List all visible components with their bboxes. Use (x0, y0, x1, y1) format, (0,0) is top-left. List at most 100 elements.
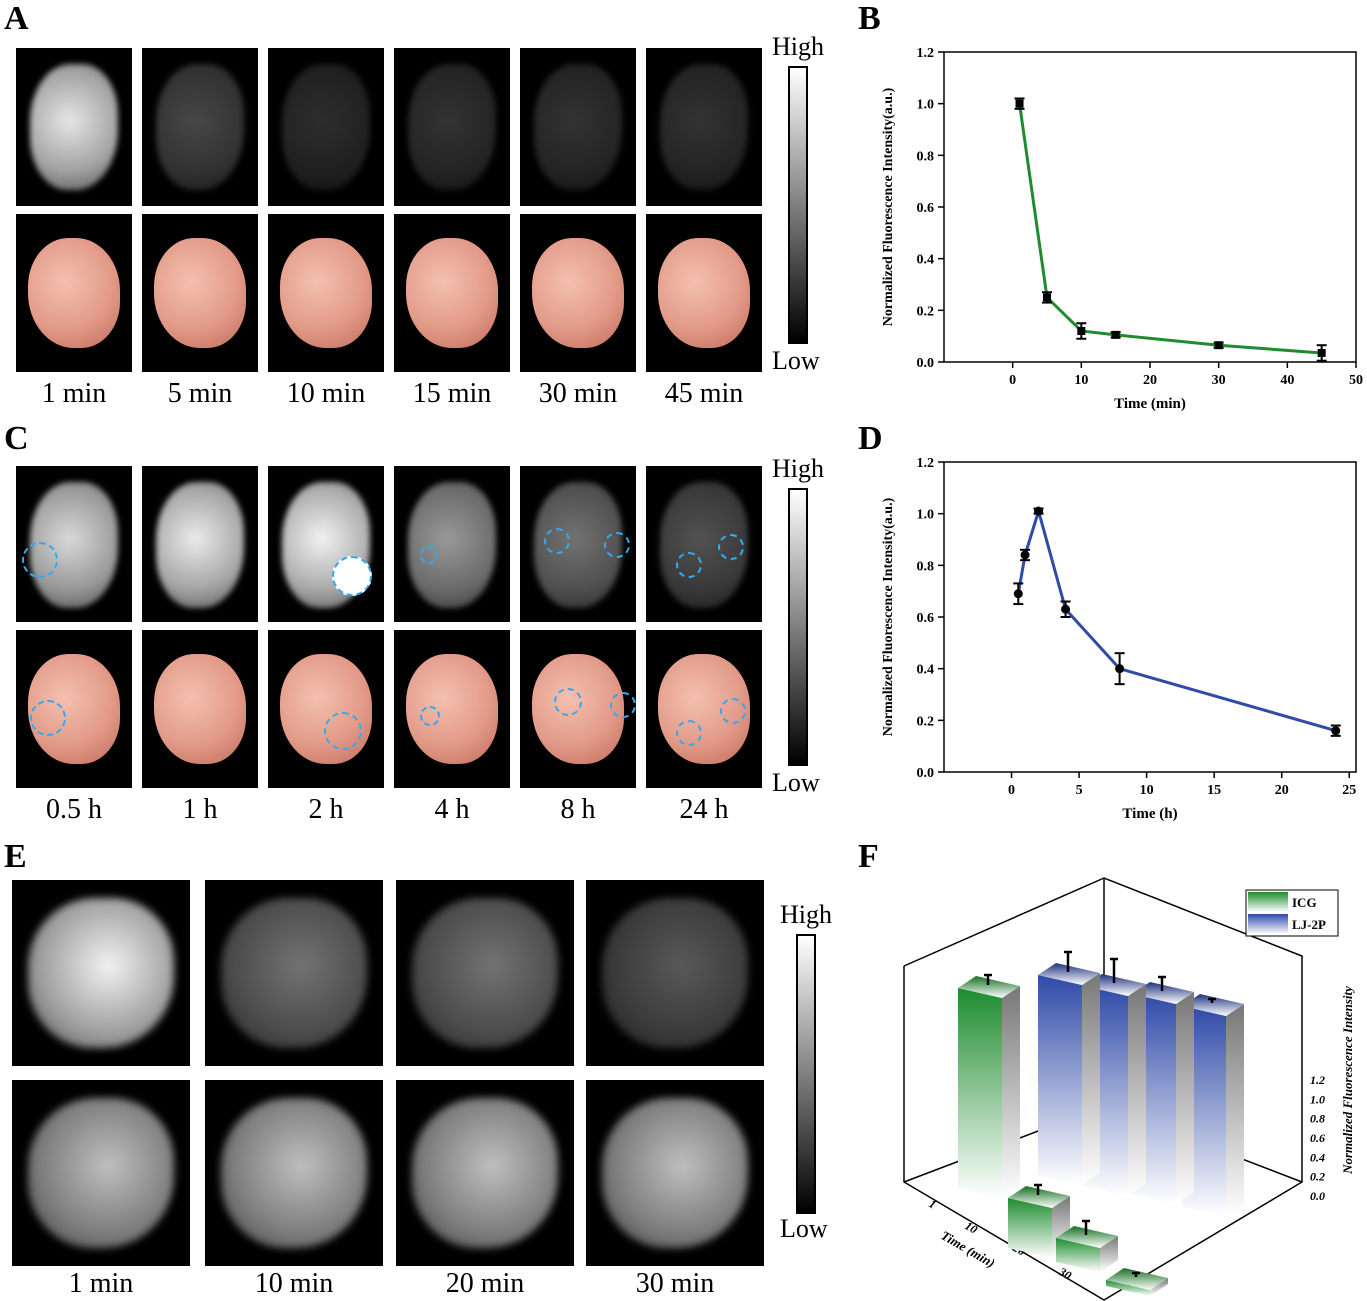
x-tick-label: 30 (1212, 373, 1226, 388)
x-tick-label: 0 (1008, 783, 1015, 798)
fluorescence-signal (408, 482, 496, 608)
fluorescence-signal (28, 1098, 174, 1248)
bright-field-image (16, 630, 132, 788)
plot-frame (943, 51, 1357, 363)
fluorescence-signal (282, 64, 370, 190)
x-tick-label: 5 (1076, 783, 1083, 798)
bar-icg (1106, 1280, 1150, 1296)
z-axis-label: Normalized Fluorescence Intensity (1340, 986, 1355, 1175)
z-tick-label: 1.0 (1310, 1092, 1325, 1106)
tumor-marker-circle (554, 688, 582, 716)
scale-low-label: Low (772, 768, 820, 797)
lung-tissue (658, 238, 750, 348)
time-label: 5 min (167, 378, 233, 409)
fluorescence-image-bottom (396, 1080, 574, 1266)
bar-icg-side (1150, 1278, 1168, 1296)
data-point (1034, 506, 1044, 516)
fluorescence-image (520, 466, 636, 622)
fluorescence-signal (408, 64, 496, 190)
scale-low-label: Low (772, 346, 820, 375)
x-tick-label: 15 (1207, 783, 1221, 798)
x-tick-label: 10 (963, 1218, 980, 1236)
x-tick-label: 50 (1349, 373, 1363, 388)
panel-letter-d: D (858, 420, 883, 457)
scale-high-label: High (772, 32, 824, 61)
fluorescence-image-bottom (205, 1080, 383, 1266)
plot-frame (943, 461, 1357, 773)
bright-field-image (268, 214, 384, 372)
bright-field-image (142, 214, 258, 372)
fluorescence-signal (156, 64, 244, 190)
bright-field-image (394, 214, 510, 372)
bright-field-image (520, 214, 636, 372)
fluorescence-image-top (205, 880, 383, 1066)
lung-tissue (154, 238, 246, 348)
lung-tissue (154, 654, 246, 764)
legend-swatch-lj2p (1248, 914, 1288, 934)
fluorescence-signal (412, 898, 558, 1048)
fluorescence-image (142, 466, 258, 622)
x-tick-label: 10 (1074, 373, 1088, 388)
bar-lj2p-top (1038, 963, 1100, 985)
fluorescence-signal (156, 482, 244, 608)
tumor-marker-circle (676, 720, 702, 746)
y-tick-label: 0.0 (917, 356, 935, 371)
data-point (1317, 348, 1326, 357)
fluorescence-image (394, 466, 510, 622)
lung-tissue (280, 654, 372, 764)
time-label: 2 h (308, 794, 344, 825)
tumor-marker-circle (332, 556, 372, 596)
fluorescence-signal (412, 1098, 558, 1248)
fluorescence-image (646, 48, 762, 206)
lung-tissue (280, 238, 372, 348)
tumor-marker-circle (610, 692, 636, 718)
time-label: 20 min (445, 1268, 525, 1299)
x-tick-label: 20 (1275, 783, 1289, 798)
y-axis-label: Normalized Fluorescence Intensity(a.u.) (881, 87, 896, 326)
bar-icg (958, 988, 1002, 1198)
tumor-marker-circle (544, 528, 570, 554)
bar-lj2p-side (1176, 992, 1194, 1204)
time-label: 30 min (538, 378, 618, 409)
lung-tissue (532, 238, 624, 348)
bar-icg-top (1106, 1268, 1168, 1290)
bar-icg-top (958, 976, 1020, 998)
fluorescence-image (16, 48, 132, 206)
data-point (1111, 330, 1120, 339)
panel-letter-e: E (4, 838, 27, 875)
y-tick-label: 0.6 (917, 611, 935, 626)
fluorescence-image (394, 48, 510, 206)
bar-lj2p-top (1132, 982, 1194, 1004)
tumor-marker-circle (718, 534, 744, 560)
intensity-scale-bar (788, 66, 808, 344)
fluorescence-signal (221, 1098, 367, 1248)
y-axis-label: Normalized Fluorescence Intensity(a.u.) (881, 497, 896, 736)
tumor-marker-circle (22, 542, 58, 578)
fluorescence-image-top (396, 880, 574, 1066)
fluorescence-signal (602, 1098, 748, 1248)
fluorescence-signal (660, 64, 748, 190)
time-label: 4 h (434, 794, 470, 825)
bar-lj2p-side (1128, 984, 1146, 1196)
time-label: 30 min (635, 1268, 715, 1299)
fluorescence-image (268, 48, 384, 206)
fluorescence-image (142, 48, 258, 206)
x-tick-label: 10 (1140, 783, 1154, 798)
bar-lj2p-side (1226, 1004, 1244, 1216)
z-tick-label: 0.4 (1310, 1150, 1325, 1164)
scale-high-label: High (780, 900, 832, 929)
z-tick-label: 1.2 (1310, 1073, 1325, 1087)
x-tick-label: 30 (1056, 1264, 1074, 1283)
fluorescence-image (646, 466, 762, 622)
legend-swatch-icg (1248, 892, 1288, 912)
tumor-marker-circle (324, 712, 362, 750)
y-tick-label: 1.2 (917, 46, 935, 61)
bar-lj2p-top (1182, 994, 1244, 1016)
y-tick-label: 0.0 (917, 766, 935, 781)
z-tick-label: 0.2 (1310, 1170, 1325, 1184)
bar-lj2p-side (1082, 973, 1100, 1185)
fluorescence-image-bottom (586, 1080, 764, 1266)
x-tick-label: 0 (1009, 373, 1016, 388)
bar-icg-side (1002, 986, 1020, 1198)
tumor-marker-circle (30, 700, 66, 736)
